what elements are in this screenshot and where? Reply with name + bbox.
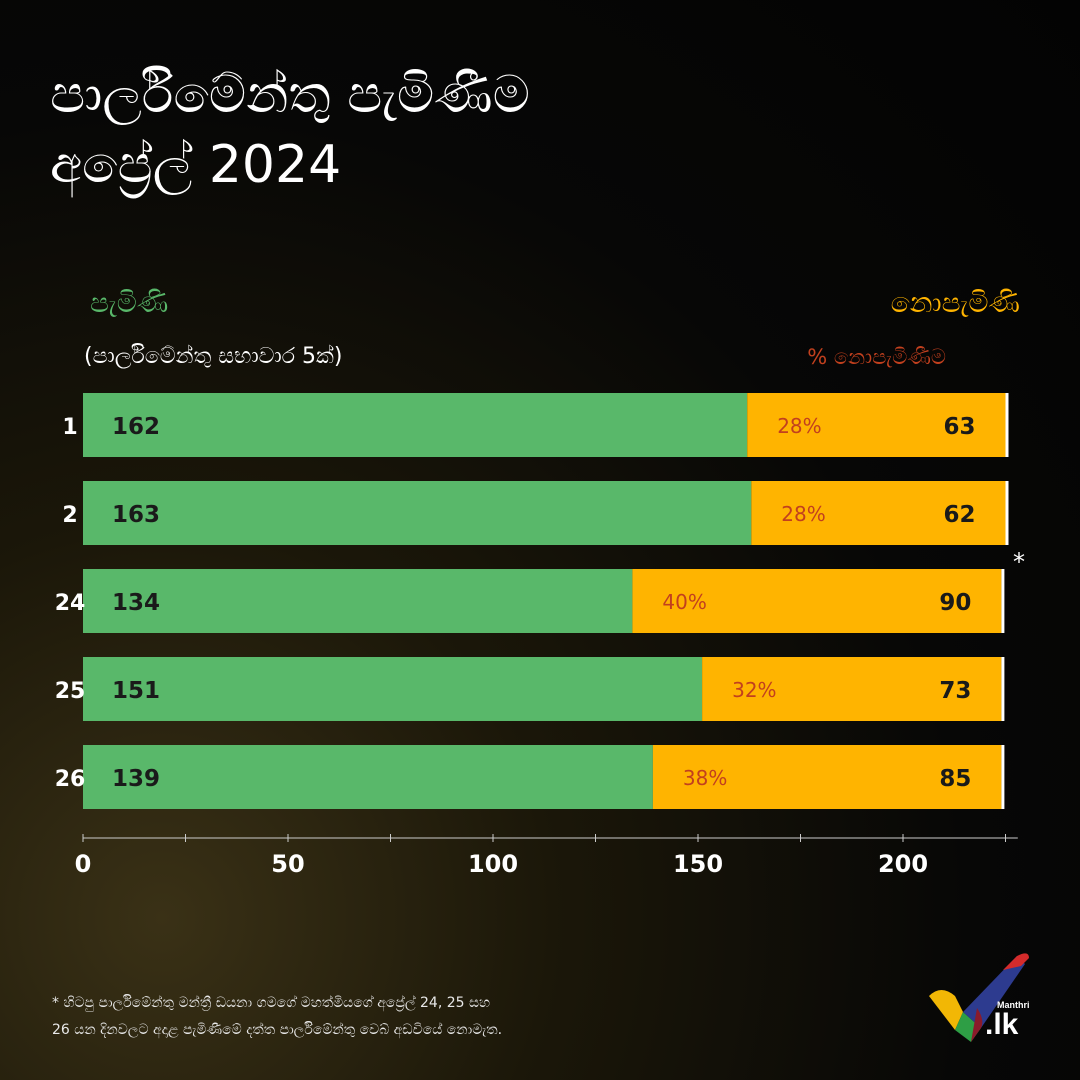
- absence-pct-label-2: 28%: [781, 502, 825, 526]
- logo-big-text: .lk: [985, 1008, 1019, 1041]
- asterisk-marker: *: [1013, 548, 1025, 576]
- logo-small-text: Manthri: [997, 1000, 1030, 1010]
- title-line-1: පාර්ලිමේන්තු පැමිණීම: [50, 65, 531, 125]
- bar-absent-1: [747, 393, 1006, 457]
- category-label-24: 24: [55, 591, 86, 616]
- x-tick-label-50: 50: [271, 850, 304, 878]
- category-label-1: 1: [62, 415, 77, 440]
- value-label-absent-24: 90: [939, 590, 971, 616]
- x-tick-label-200: 200: [878, 850, 928, 878]
- value-label-present-1: 162: [112, 414, 160, 440]
- bar-end-marker-25: [1001, 657, 1005, 721]
- chart-title: පාර්ලිමේන්තු පැමිණීම අප්‍රේල් 2024: [50, 60, 530, 200]
- x-tick-label-150: 150: [673, 850, 723, 878]
- bar-present-1: [83, 393, 748, 457]
- category-label-26: 26: [55, 767, 86, 792]
- absence-pct-label-26: 38%: [683, 766, 727, 790]
- sessions-note: (පාර්ලිමේන්තු සභාවාර 5ක්): [84, 344, 343, 369]
- title-line-2: අප්‍රේල් 2024: [50, 135, 342, 195]
- bar-absent-2: [751, 481, 1006, 545]
- value-label-absent-26: 85: [939, 766, 971, 792]
- value-label-present-25: 151: [112, 678, 160, 704]
- value-label-present-24: 134: [112, 590, 160, 616]
- category-label-2: 2: [62, 503, 77, 528]
- value-label-present-2: 163: [112, 502, 160, 528]
- absence-pct-label-24: 40%: [662, 590, 706, 614]
- bar-end-marker-24: [1001, 569, 1005, 633]
- category-label-25: 25: [55, 679, 86, 704]
- footnote-line-1: * හිටපු පාර්ලිමේන්තු මන්ත්‍රී ඩයනා ගමගේ …: [52, 995, 491, 1011]
- value-label-present-26: 139: [112, 766, 160, 792]
- manthri-logo: Manthri .lk: [925, 950, 1035, 1045]
- bar-end-marker-26: [1001, 745, 1005, 809]
- bar-end-marker-1: [1005, 393, 1009, 457]
- bar-absent-26: [652, 745, 1002, 809]
- footnote-line-2: 26 යන දිනවලට අදාළ පැමිණීමේ දත්ත පාර්ලිමේ…: [52, 1022, 503, 1038]
- legend-present: පැමිණි: [90, 286, 169, 319]
- x-tick-label-0: 0: [75, 850, 92, 878]
- value-label-absent-25: 73: [939, 678, 971, 704]
- bar-absent-24: [632, 569, 1002, 633]
- bar-present-2: [83, 481, 752, 545]
- checkmark-logo-icon: [929, 953, 1029, 1042]
- x-tick-label-100: 100: [468, 850, 518, 878]
- bar-end-marker-2: [1005, 481, 1009, 545]
- value-label-absent-1: 63: [943, 414, 975, 440]
- absence-percent-header: % නොපැමිණීම: [807, 345, 946, 369]
- absence-pct-label-1: 28%: [777, 414, 821, 438]
- bar-present-24: [83, 569, 633, 633]
- bar-present-25: [83, 657, 703, 721]
- absence-pct-label-25: 32%: [732, 678, 776, 702]
- footnote: * හිටපු පාර්ලිමේන්තු මන්ත්‍රී ඩයනා ගමගේ …: [52, 990, 612, 1044]
- bar-present-26: [83, 745, 653, 809]
- value-label-absent-2: 62: [943, 502, 975, 528]
- bar-absent-25: [702, 657, 1002, 721]
- legend-absent: නොපැමිණි: [890, 286, 1020, 319]
